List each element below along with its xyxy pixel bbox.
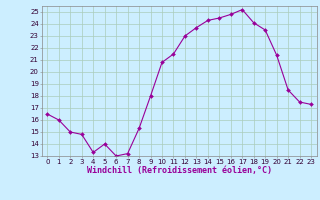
X-axis label: Windchill (Refroidissement éolien,°C): Windchill (Refroidissement éolien,°C) (87, 166, 272, 175)
